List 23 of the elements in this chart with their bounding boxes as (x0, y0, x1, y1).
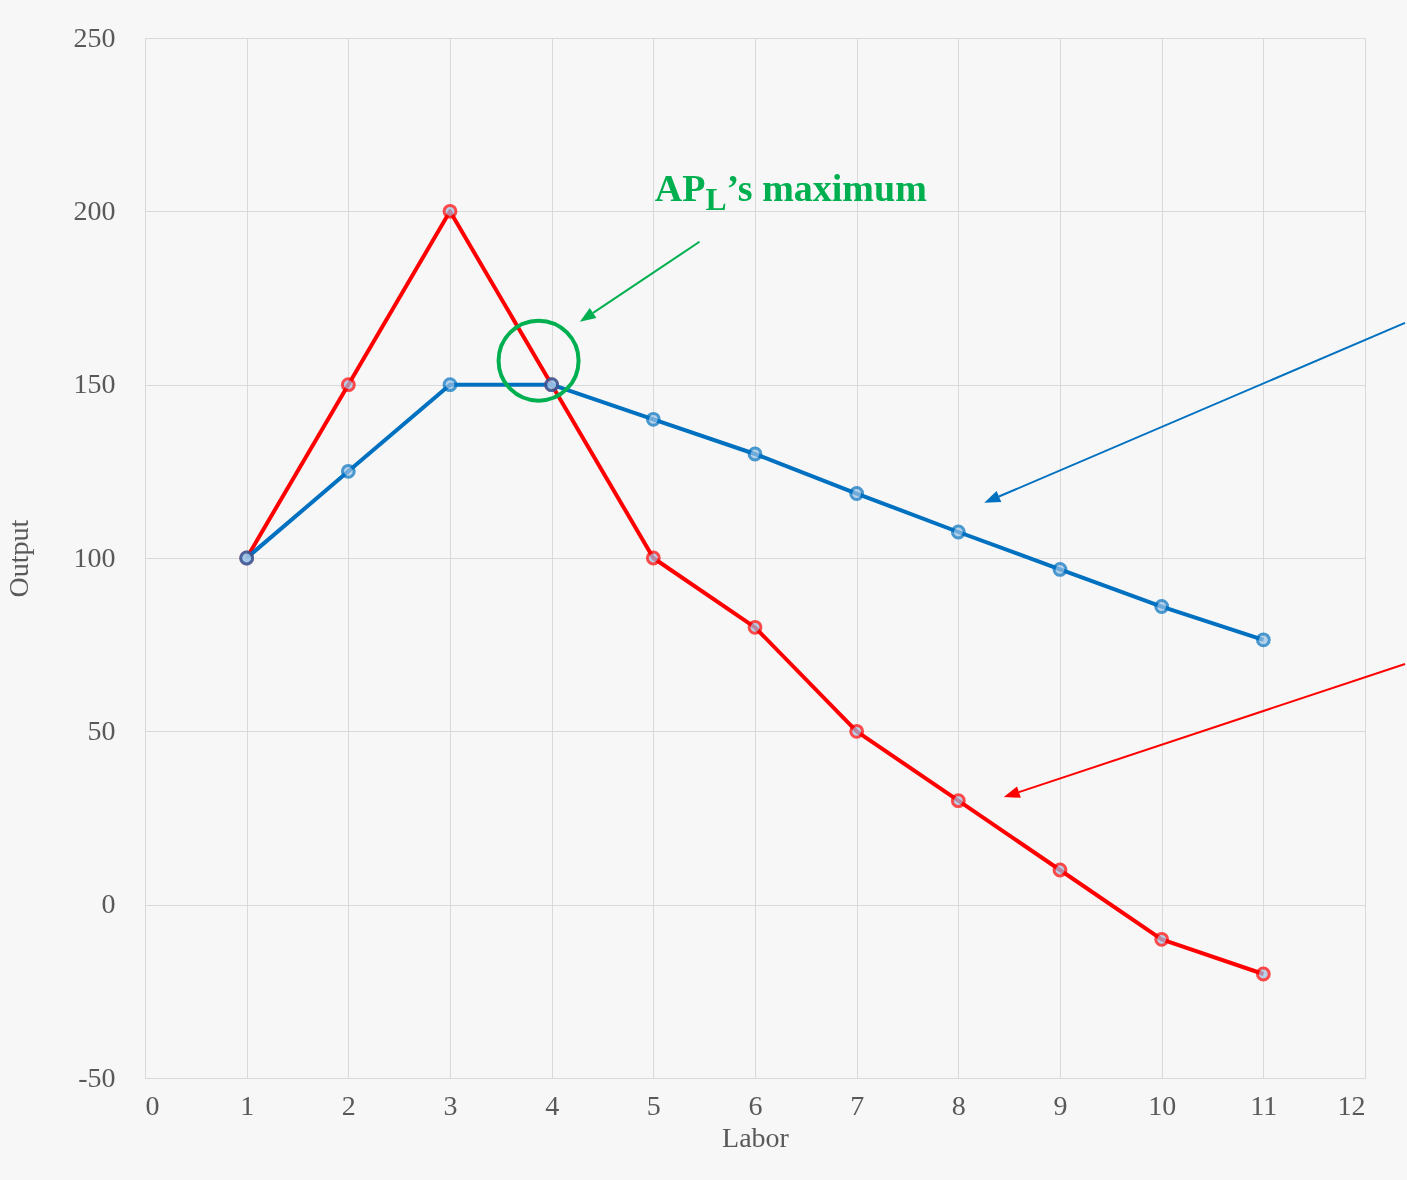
annotation: AP$_{L}$’s maximum (654, 165, 927, 218)
y-tick-label: 0 (101, 888, 116, 920)
y-tick-label: -50 (78, 1061, 116, 1093)
x-tick-label: 5 (646, 1089, 661, 1121)
y-axis-title: Output (2, 519, 34, 598)
x-tick-label: 0 (145, 1089, 160, 1121)
x-tick-label: 6 (748, 1089, 763, 1121)
x-tick-label: 8 (951, 1089, 966, 1121)
y-tick-label: 200 (73, 194, 116, 226)
y-tick-label: 250 (73, 21, 116, 53)
x-axis-title: Labor (722, 1121, 790, 1153)
x-tick-label: 12 (1337, 1089, 1366, 1121)
x-tick-label: 10 (1148, 1089, 1177, 1121)
x-tick-label: 11 (1250, 1089, 1278, 1121)
y-tick-label: 50 (87, 714, 116, 746)
y-tick-label: 150 (73, 368, 116, 400)
x-tick-label: 7 (850, 1089, 865, 1121)
x-tick-label: 9 (1053, 1089, 1068, 1121)
x-tick-label: 1 (240, 1089, 255, 1121)
x-tick-label: 3 (443, 1089, 458, 1121)
x-tick-label: 4 (545, 1089, 560, 1121)
x-tick-label: 2 (341, 1089, 356, 1121)
y-tick-label: 100 (73, 541, 116, 573)
